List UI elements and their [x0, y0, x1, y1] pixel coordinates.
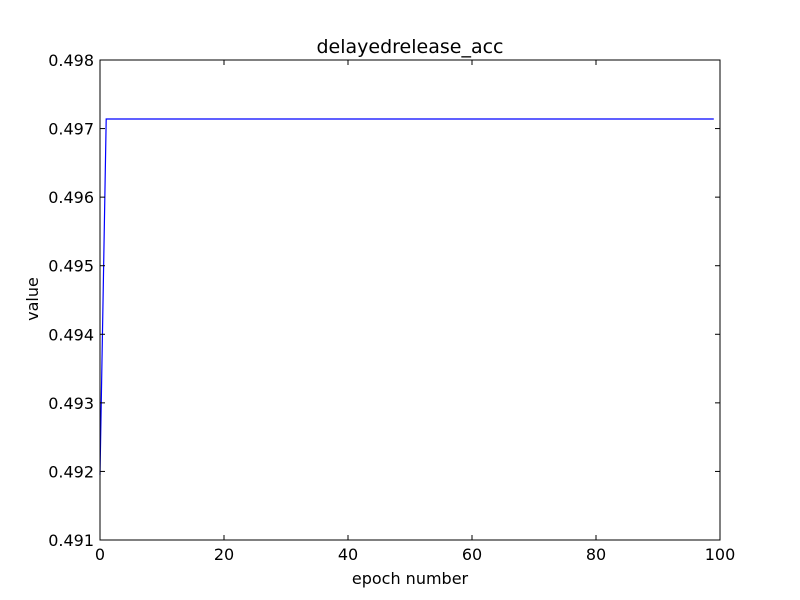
x-tick-label: 100 — [705, 545, 736, 564]
y-tick-label: 0.497 — [48, 120, 94, 139]
x-tick-label: 60 — [462, 545, 482, 564]
x-tick-label: 40 — [338, 545, 358, 564]
y-tick-label: 0.492 — [48, 462, 94, 481]
x-tick-labels: 0 20 40 60 80 100 — [95, 545, 735, 564]
x-axis-label: epoch number — [352, 569, 469, 588]
y-tick-label: 0.496 — [48, 188, 94, 207]
x-tick-label: 0 — [95, 545, 105, 564]
x-tick-label: 80 — [586, 545, 606, 564]
y-tick-labels: 0.491 0.492 0.493 0.494 0.495 0.496 0.497 0.498 — [48, 51, 94, 550]
series-line-0 — [99, 118, 714, 475]
y-tick-label: 0.494 — [48, 325, 94, 344]
y-tick-label: 0.498 — [48, 51, 94, 70]
plot-frame — [99, 59, 721, 541]
plot-layer — [99, 118, 714, 475]
y-tick-label: 0.491 — [48, 531, 94, 550]
x-tick-label: 20 — [214, 545, 234, 564]
y-axis-label: value — [23, 277, 42, 321]
chart-title: delayedrelease_acc — [317, 36, 504, 58]
tick-marks — [99, 59, 721, 541]
y-tick-label: 0.495 — [48, 257, 94, 276]
y-tick-label: 0.493 — [48, 394, 94, 413]
